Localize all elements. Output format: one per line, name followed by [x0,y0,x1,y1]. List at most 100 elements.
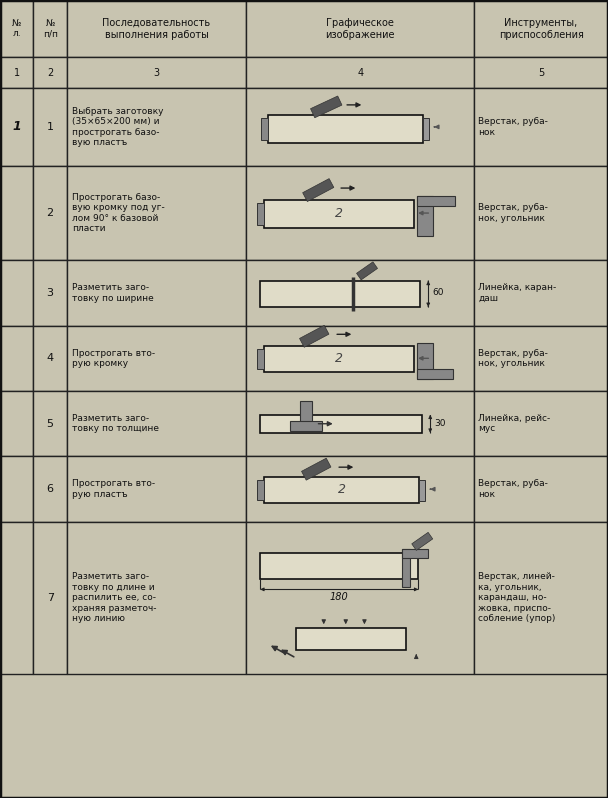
Text: 1: 1 [47,122,54,132]
Bar [420,480,425,500]
Bar [0,260,33,326]
Polygon shape [303,179,334,202]
Text: 2: 2 [47,208,54,218]
Bar [474,88,608,166]
Bar [264,200,414,228]
Bar [264,477,420,504]
Bar [33,88,67,166]
Text: 3: 3 [153,68,160,77]
Bar [246,391,474,456]
Bar [67,166,246,260]
Bar [0,456,33,522]
Text: 7: 7 [47,593,54,602]
Polygon shape [311,96,342,118]
Bar [33,260,67,326]
Text: 3: 3 [47,288,54,298]
Text: 60: 60 [432,288,444,298]
Text: 2: 2 [47,68,54,77]
Bar [246,260,474,326]
Bar [246,326,474,391]
Text: Инструменты,
приспособления: Инструменты, приспособления [499,18,584,40]
Bar [417,369,453,379]
Bar [474,57,608,88]
Text: №
л.: № л. [12,19,21,38]
Bar [246,0,474,57]
Bar [246,88,474,166]
Bar [474,522,608,674]
Bar [0,391,33,456]
Text: Последовательность
выполнения работы: Последовательность выполнения работы [103,18,210,40]
Bar [33,166,67,260]
Text: 5: 5 [47,419,54,429]
Text: Разметить заго-
товку по толщине: Разметить заго- товку по толщине [72,414,159,433]
Bar [257,349,264,369]
Bar [33,456,67,522]
Bar [474,391,608,456]
Polygon shape [356,262,378,280]
Bar [33,522,67,674]
Bar [417,196,434,236]
Text: Графическое
изображение: Графическое изображение [325,18,395,40]
Text: 4: 4 [47,354,54,363]
Text: Верстак, руба-
нок, угольник: Верстак, руба- нок, угольник [478,349,548,368]
Polygon shape [300,326,329,347]
Polygon shape [302,458,331,480]
Bar [261,117,268,140]
Text: Линейка, рейс-
мус: Линейка, рейс- мус [478,414,550,433]
Bar [67,0,246,57]
Text: 2: 2 [335,207,344,219]
Bar [0,166,33,260]
Bar [264,346,414,373]
Bar [423,117,429,140]
Bar [246,522,474,674]
Bar [67,522,246,674]
Text: Верстак, руба-
нок: Верстак, руба- нок [478,480,548,499]
Text: 2: 2 [335,352,344,365]
Text: Верстак, линей-
ка, угольник,
карандаш, но-
жовка, приспо-
собление (упор): Верстак, линей- ка, угольник, карандаш, … [478,572,556,623]
Text: 30: 30 [435,419,446,429]
Bar [33,57,67,88]
Text: Прострогать базо-
вую кромку под уг-
лом 90° к базовой
пласти: Прострогать базо- вую кромку под уг- лом… [72,193,165,233]
Bar [0,522,33,674]
Bar [474,326,608,391]
Bar [246,57,474,88]
Bar [67,456,246,522]
Bar [33,0,67,57]
Text: Линейка, каран-
даш: Линейка, каран- даш [478,283,556,302]
Text: 6: 6 [47,484,54,494]
Bar [0,326,33,391]
Bar [289,421,322,431]
Text: №
п/п: № п/п [43,19,58,38]
Bar [246,166,474,260]
Text: Разметить заго-
товку по ширине: Разметить заго- товку по ширине [72,283,154,302]
Bar [402,549,428,559]
Bar [257,480,264,500]
Bar [474,456,608,522]
Bar [296,628,406,650]
Text: 2: 2 [337,483,346,496]
Bar [257,203,264,225]
Text: 4: 4 [357,68,364,77]
Bar [474,260,608,326]
Bar [67,260,246,326]
Text: 1: 1 [13,68,20,77]
Bar [474,166,608,260]
Bar [417,196,455,206]
Bar [300,401,311,431]
Bar [67,88,246,166]
Text: 180: 180 [330,592,348,602]
Text: Разметить заго-
товку по длине и
распилить ее, со-
храняя разметоч-
ную линию: Разметить заго- товку по длине и распили… [72,572,156,623]
Text: Выбрать заготовку
(35×65×200 мм) и
прострогать базо-
вую пластъ: Выбрать заготовку (35×65×200 мм) и прост… [72,107,164,147]
Bar [0,0,33,57]
Bar [33,326,67,391]
Bar [67,57,246,88]
Text: 1: 1 [12,120,21,133]
Bar [0,57,33,88]
Bar [0,88,33,166]
Bar [268,115,423,143]
Text: Верстак, руба-
нок, угольник: Верстак, руба- нок, угольник [478,203,548,223]
Polygon shape [412,532,433,551]
Bar [67,391,246,456]
Text: 5: 5 [538,68,544,77]
Text: Прострогать вто-
рую кромку: Прострогать вто- рую кромку [72,349,155,368]
